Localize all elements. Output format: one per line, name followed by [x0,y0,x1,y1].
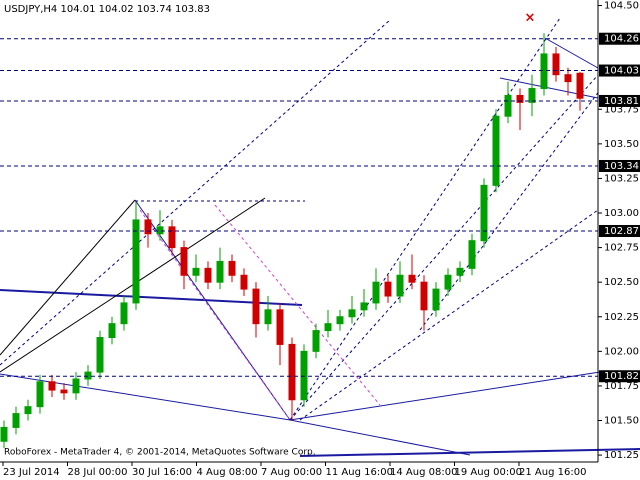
level-label: 101.82 [604,371,639,382]
candle-body [396,274,404,297]
x-tick-label: 7 Aug 00:00 [261,467,322,478]
level-label: 104.03 [604,66,639,77]
x-tick-label: 4 Aug 08:00 [197,467,258,478]
y-tick-label: 102.50 [604,277,639,288]
candle-body [516,94,524,103]
x-tick-label: 19 Aug 00:00 [455,467,522,478]
candle-body [348,309,356,318]
candle-body [48,381,56,391]
y-tick-label: 103.50 [604,139,639,150]
y-tick-label: 103.00 [604,208,639,219]
y-tick-label: 101.50 [604,416,639,427]
candle-body [264,309,272,325]
candle-body [288,343,296,401]
candle-body [480,184,488,242]
level-label-bg [599,159,640,172]
level-label: 102.87 [604,226,639,237]
candle-body [216,260,224,283]
candle-body [120,302,128,325]
y-tick-label: 103.25 [604,173,639,184]
y-tick-label: 102.75 [604,243,639,254]
candle-body [324,323,332,332]
candle-body [384,281,392,297]
candle-body [252,288,260,325]
candle-body [72,378,80,394]
y-tick-label: 103.75 [604,104,639,115]
candle-body [552,53,560,76]
level-label-bg [599,32,640,45]
candle-body [456,267,464,276]
candle-body [12,413,20,428]
chart-title: USDJPY,H4 104.01 104.02 103.74 103.83 [4,4,210,15]
level-label-bg [599,64,640,77]
candle-body [468,240,476,269]
level-label: 104.26 [604,34,639,45]
x-tick-label: 28 Jul 00:00 [68,467,128,478]
candle-body [36,381,44,408]
level-label: 103.34 [604,161,639,172]
candle-body [84,371,92,380]
x-tick-label: 14 Aug 08:00 [390,467,457,478]
candle-body [144,219,152,235]
candle-body [108,323,116,339]
candle-body [204,267,212,283]
candle-body [540,53,548,90]
candle-body [60,389,68,394]
candle-body [180,247,188,276]
candle-body [492,115,500,186]
candle-body [372,281,380,304]
svg-text:×: × [525,11,536,26]
candle-body [420,281,428,311]
candle-body [0,426,8,442]
candle-body [312,330,320,352]
y-tick-label: 104.50 [604,1,639,12]
candle-body [576,72,584,99]
x-tick-label: 21 Aug 16:00 [519,467,586,478]
y-tick-label: 101.25 [604,450,639,461]
drawings: × [0,11,640,457]
level-label-bg [599,370,640,383]
y-tick-label: 102.00 [604,346,639,357]
y-tick-label: 101.75 [604,381,639,392]
candle-body [444,274,452,290]
x-tick-label: 30 Jul 16:00 [132,467,192,478]
candle-body [528,88,536,103]
x-tick-label: 11 Aug 16:00 [326,467,393,478]
level-label: 103.81 [604,96,639,107]
candle-body [96,337,104,373]
candle-body [132,219,140,304]
candle-body [432,288,440,311]
candle-body [192,267,200,276]
candle-body [24,406,32,415]
candle-body [300,350,308,401]
candle-body [504,94,512,117]
x-tick-label: 23 Jul 2014 [3,467,60,478]
candle-body [228,260,236,276]
candle-body [336,316,344,325]
candle-body [276,309,284,345]
level-label-bg [599,225,640,237]
y-tick-label: 102.25 [604,312,639,323]
candle-body [240,274,248,290]
level-label-bg [599,94,640,107]
candle-body [564,74,572,83]
candle-body [168,226,176,249]
footer: RoboForex - MetaTrader 4, © 2001-2014, M… [4,448,316,458]
candle-body [156,226,164,235]
candle-body [360,302,368,311]
candle-body [408,274,416,283]
